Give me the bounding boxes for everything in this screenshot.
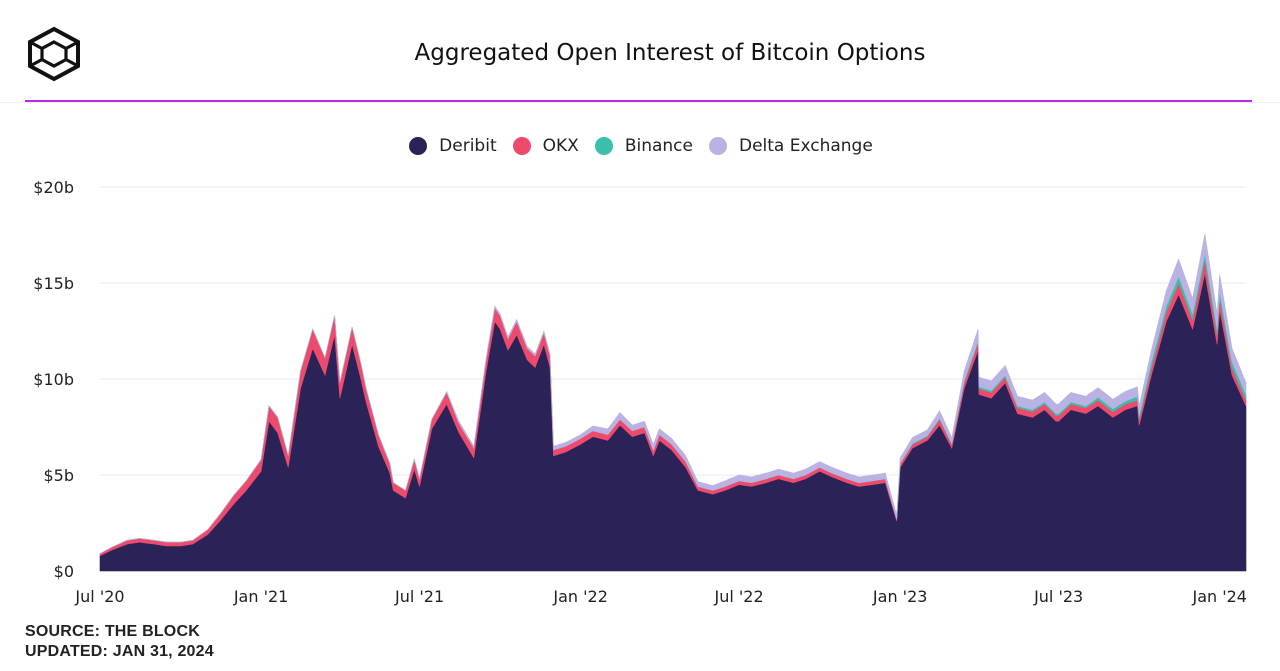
source-note: SOURCE: THE BLOCK: [25, 623, 200, 640]
legend-swatch-delta-exchange: [708, 137, 727, 155]
stacked-area-chart: $0$5b$10b$15b$20b Jul '20 Jan '21 Jul '21 J…: [33, 178, 1247, 606]
y-tick-label: $15b: [33, 274, 74, 293]
legend-swatch-deribit: [409, 137, 428, 155]
x-axis-ticks: Jul '20 Jan '21 Jul '21 Jan '22 Jul '22 Jan '…: [74, 587, 1247, 606]
legend-item-okx[interactable]: OKX: [512, 136, 579, 156]
y-axis-ticks: $0 $5b $10b $15b $20b: [33, 178, 74, 581]
x-tick-label: Jul '21: [394, 587, 444, 606]
y-tick-label: $0: [54, 562, 74, 581]
y-tick-label: $20b: [33, 178, 74, 197]
legend-item-deribit[interactable]: Deribit: [409, 136, 497, 156]
updated-note: UPDATED: JAN 31, 2024: [25, 643, 214, 660]
header-hairline: [0, 102, 1280, 103]
area-series-delta-exchange[interactable]: [99, 233, 1247, 554]
title-divider: [25, 100, 1252, 102]
x-tick-label: Jan '21: [233, 587, 289, 606]
x-tick-label: Jul '20: [74, 587, 124, 606]
legend-label-delta-exchange: Delta Exchange: [738, 136, 873, 156]
legend-item-binance[interactable]: Binance: [594, 136, 693, 156]
x-tick-label: Jan '22: [552, 587, 608, 606]
x-tick-label: Jul '23: [1033, 587, 1083, 606]
legend-swatch-binance: [594, 137, 613, 155]
chart-title: Aggregated Open Interest of Bitcoin Opti…: [414, 40, 926, 66]
legend-label-deribit: Deribit: [439, 136, 497, 156]
series-areas: [99, 233, 1247, 572]
y-tick-label: $5b: [43, 466, 74, 485]
y-tick-label: $10b: [33, 370, 74, 389]
chart-legend: Deribit OKX Binance Delta Exchange: [0, 136, 1280, 156]
x-tick-label: Jan '23: [872, 587, 928, 606]
x-tick-label: Jan '24: [1191, 587, 1247, 606]
legend-item-delta-exchange[interactable]: Delta Exchange: [708, 136, 873, 156]
x-tick-label: Jul '22: [714, 587, 764, 606]
legend-label-okx: OKX: [542, 136, 579, 156]
legend-swatch-okx: [512, 137, 531, 155]
the-block-logo-icon[interactable]: [25, 25, 83, 83]
cube-logo-icon: [28, 26, 80, 82]
legend-label-binance: Binance: [624, 136, 693, 156]
